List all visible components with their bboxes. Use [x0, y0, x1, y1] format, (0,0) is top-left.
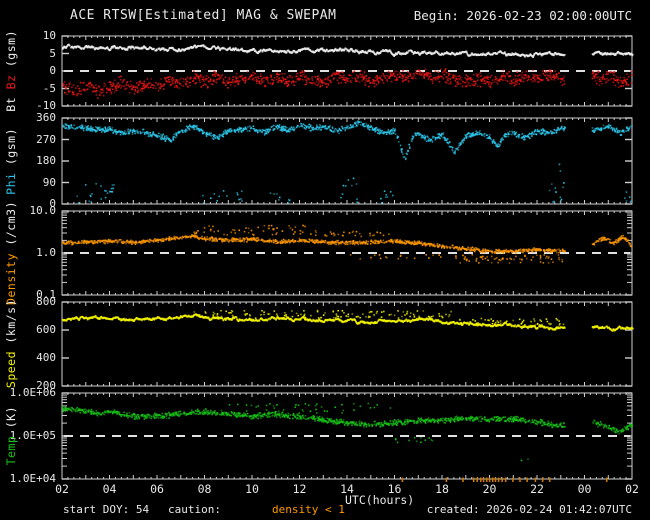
x-tick-label: 18	[435, 482, 449, 496]
y-tick-label: 90	[42, 175, 56, 189]
y-tick-label: 600	[36, 323, 56, 336]
x-axis-title: UTC(hours)	[345, 493, 415, 507]
y-tick-label: 10	[42, 29, 56, 42]
begin-timestamp: Begin: 2026-02-23 02:00:00UTC	[413, 8, 632, 23]
y-tick-label: 800	[36, 295, 56, 308]
x-tick-label: 14	[340, 482, 354, 496]
x-tick-label: 04	[102, 482, 117, 496]
x-tick-label: 22	[530, 482, 544, 496]
x-tick-label: 02	[55, 482, 69, 496]
x-tick-label: 00	[577, 482, 592, 496]
y-tick-label: 400	[36, 351, 56, 364]
y-tick-label: 1.0E+06	[9, 386, 56, 399]
x-tick-label: 12	[292, 482, 307, 496]
start-doy-label: start DOY: 54	[63, 503, 150, 516]
x-tick-label: 02	[625, 482, 639, 496]
y-tick-label: -10	[36, 99, 56, 112]
y-axis-title-temp: Temp (K)	[4, 406, 18, 466]
y-tick-label: 10.0	[29, 204, 57, 217]
x-tick-label: 10	[245, 482, 259, 496]
y-axis-title-density: Density (/cm3)	[4, 201, 18, 305]
y-tick-label: 180	[36, 154, 56, 167]
y-axis-title-bt_bz: Bt Bz (gsm)	[4, 30, 18, 112]
plot-title: ACE RTSW[Estimated] MAG & SWEPAM	[70, 8, 337, 23]
y-tick-label: 0.1	[36, 288, 56, 301]
x-tick-label: 16	[387, 482, 402, 496]
y-tick-label: 5	[49, 46, 56, 60]
y-tick-label: 0	[49, 197, 56, 210]
caution-value: density < 1	[272, 503, 345, 516]
y-tick-label: 1.0E+05	[9, 429, 56, 442]
created-timestamp: created: 2026-02-24 01:42:07UTC	[426, 503, 632, 516]
y-tick-label: 1.0	[36, 246, 56, 259]
x-tick-label: 06	[150, 482, 164, 496]
y-tick-label: 360	[36, 111, 56, 124]
y-tick-label: 200	[36, 379, 56, 392]
y-tick-label: 0	[49, 64, 56, 77]
x-tick-label: 08	[197, 482, 212, 496]
x-tick-label: 20	[482, 482, 497, 496]
caution-label: caution:	[168, 503, 221, 516]
y-tick-label: 1.0E+04	[9, 472, 56, 485]
y-tick-label: 270	[36, 132, 56, 146]
y-axis-title-phi: Phi (gsm)	[4, 127, 18, 195]
y-tick-label: -5	[42, 81, 56, 95]
y-axis-title-speed: Speed (km/s)	[4, 299, 18, 389]
